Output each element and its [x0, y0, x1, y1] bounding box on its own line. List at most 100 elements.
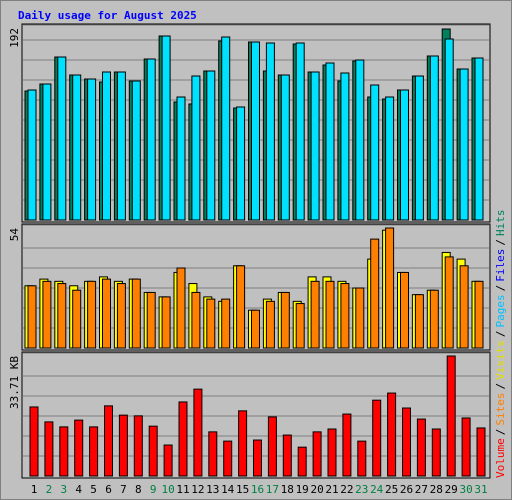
- bar: [312, 431, 322, 477]
- x-tick-label: 28: [430, 483, 443, 496]
- y-tick-label: 54: [8, 228, 21, 242]
- bar: [280, 74, 290, 221]
- bar: [446, 355, 456, 477]
- bar: [385, 227, 395, 349]
- bar: [431, 428, 441, 477]
- legend-separator: /: [494, 239, 507, 246]
- legend-separator: /: [494, 429, 507, 436]
- bar: [176, 267, 186, 349]
- legend-separator: /: [494, 331, 507, 338]
- bar: [206, 298, 216, 349]
- bar: [310, 280, 320, 349]
- bar: [370, 238, 380, 349]
- x-tick-label: 1: [31, 483, 38, 496]
- bar: [74, 419, 84, 477]
- bar: [161, 35, 171, 221]
- bar: [146, 291, 156, 349]
- bar: [161, 296, 171, 349]
- x-tick-label: 22: [340, 483, 353, 496]
- bar: [42, 83, 52, 221]
- bar: [251, 309, 260, 349]
- bar: [42, 280, 52, 349]
- bar: [206, 70, 216, 221]
- bar: [191, 291, 201, 349]
- bar: [385, 96, 395, 221]
- x-tick-label: 31: [474, 483, 487, 496]
- x-tick-label: 9: [150, 483, 157, 496]
- bar: [148, 425, 158, 477]
- bar: [221, 298, 231, 349]
- bar: [414, 294, 424, 349]
- bar: [402, 407, 411, 477]
- bar: [57, 56, 67, 221]
- bar: [27, 89, 37, 221]
- bar: [325, 280, 335, 349]
- x-tick-label: 18: [281, 483, 294, 496]
- bar: [236, 265, 246, 349]
- legend-entry: Sites: [494, 393, 507, 426]
- bar: [27, 285, 37, 349]
- x-tick-label: 19: [296, 483, 309, 496]
- bar: [251, 41, 260, 221]
- bar: [116, 283, 126, 349]
- legend-entry: Files: [494, 249, 507, 282]
- x-tick-label: 25: [385, 483, 398, 496]
- x-tick-label: 30: [459, 483, 472, 496]
- bar: [355, 287, 365, 349]
- x-tick-label: 3: [60, 483, 67, 496]
- bar: [355, 59, 365, 221]
- x-tick-label: 6: [105, 483, 112, 496]
- bar: [57, 283, 67, 349]
- bar: [59, 426, 69, 477]
- x-tick-label: 26: [400, 483, 413, 496]
- bar: [116, 71, 126, 221]
- x-tick-label: 7: [120, 483, 127, 496]
- bar: [295, 42, 305, 221]
- bar: [176, 96, 186, 221]
- bar: [87, 78, 97, 221]
- bar: [474, 57, 484, 221]
- bar: [191, 75, 201, 221]
- bar: [72, 74, 82, 221]
- bar: [72, 289, 82, 349]
- bar: [131, 80, 141, 221]
- bar: [89, 426, 99, 477]
- x-tick-label: 11: [176, 483, 189, 496]
- bar: [265, 300, 275, 349]
- bar: [87, 280, 97, 349]
- bar: [282, 434, 292, 477]
- bar: [429, 289, 439, 349]
- x-tick-label: 4: [75, 483, 82, 496]
- bar: [193, 388, 203, 477]
- bar: [238, 410, 248, 477]
- bar: [325, 62, 335, 221]
- legend-separator: /: [494, 383, 507, 390]
- bar: [131, 278, 141, 349]
- bar: [429, 55, 439, 221]
- x-tick-label: 10: [161, 483, 174, 496]
- bar: [414, 75, 424, 221]
- bar: [340, 72, 350, 221]
- x-tick-label: 13: [206, 483, 219, 496]
- chart-title: Daily usage for August 2025: [18, 9, 197, 22]
- bar: [146, 58, 156, 221]
- bar: [133, 415, 143, 477]
- bar: [265, 42, 275, 221]
- bar: [295, 303, 305, 349]
- bar: [29, 406, 39, 477]
- bar: [474, 280, 484, 349]
- bar: [297, 446, 307, 477]
- legend: Volume / Sites / Visits / Pages / Files / Hits: [494, 210, 507, 479]
- bar: [459, 68, 469, 221]
- bar: [400, 89, 409, 221]
- bar: [221, 36, 231, 221]
- bar: [459, 265, 469, 349]
- bar: [178, 401, 188, 477]
- y-tick-label: 192: [8, 28, 21, 48]
- x-tick-label: 8: [135, 483, 142, 496]
- x-tick-label: 23: [355, 483, 368, 496]
- bar: [253, 439, 262, 477]
- x-tick-label: 12: [191, 483, 204, 496]
- x-tick-label: 20: [310, 483, 323, 496]
